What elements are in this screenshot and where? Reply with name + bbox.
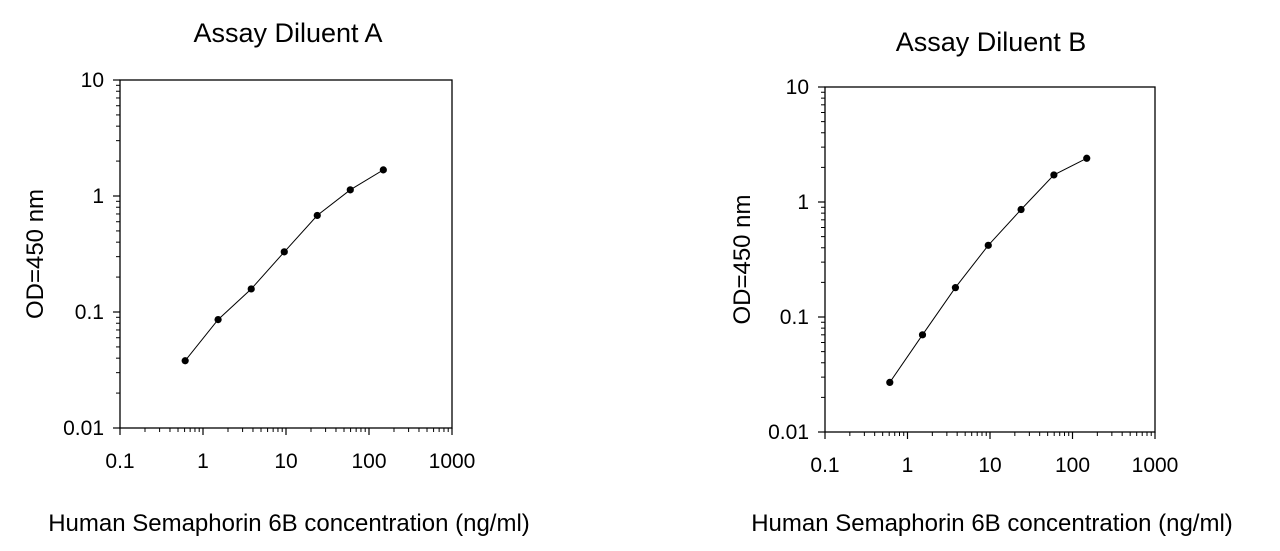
y-tick-label: 10 xyxy=(786,76,809,99)
data-point xyxy=(280,248,288,256)
data-point xyxy=(886,378,894,386)
chart-panel-2: Assay Diluent B0.1 1 10 100 10000.010.1110Hu… xyxy=(729,27,1233,537)
x-tick-label: 1000 xyxy=(1132,454,1179,477)
x-axis-label: Human Semaphorin 6B concentration (ng/ml… xyxy=(751,510,1233,537)
data-point xyxy=(214,315,222,324)
x-tick-label: 100 xyxy=(351,450,386,473)
chart-title: Assay Diluent B xyxy=(896,27,1087,57)
y-tick-label: 0.1 xyxy=(780,306,809,329)
x-tick-label: 10 xyxy=(274,450,297,473)
data-point xyxy=(1050,171,1058,179)
data-point xyxy=(918,331,927,339)
data-point xyxy=(181,357,189,365)
data-point xyxy=(379,166,387,174)
chart-title: Assay Diluent A xyxy=(193,18,382,48)
y-tick-label: 10 xyxy=(81,69,104,92)
y-axis-label: OD=450 nm xyxy=(729,194,756,324)
y-tick-label: 1 xyxy=(797,191,809,214)
x-tick-label: 0.1 xyxy=(105,450,134,473)
x-tick-label: 10 xyxy=(978,454,1001,477)
data-point xyxy=(1083,154,1091,162)
y-axis-label: OD=450 nm xyxy=(22,189,49,319)
y-tick-label: 1 xyxy=(92,185,104,208)
series-line xyxy=(184,169,384,362)
chart-panel-1: Assay Diluent A0.1 1 10 100 10000.010.1110Hu… xyxy=(22,18,530,537)
data-point xyxy=(247,285,255,293)
x-axis-label: Human Semaphorin 6B concentration (ng/ml… xyxy=(48,510,530,537)
data-point xyxy=(1017,205,1025,214)
x-tick-label: 100 xyxy=(1055,454,1090,477)
x-tick-label: 1 xyxy=(902,454,914,477)
plot-frame xyxy=(824,86,1156,433)
x-tick-label: 1 xyxy=(197,450,209,473)
data-point xyxy=(951,284,960,292)
y-tick-label: 0.01 xyxy=(768,421,809,444)
series-line xyxy=(889,157,1087,383)
y-tick-label: 0.1 xyxy=(75,301,104,324)
data-point xyxy=(346,186,354,194)
x-tick-label: 0.1 xyxy=(810,454,839,477)
data-point xyxy=(313,211,321,220)
x-tick-label: 1000 xyxy=(429,450,476,473)
data-point xyxy=(984,241,992,249)
y-tick-label: 0.01 xyxy=(63,417,104,440)
